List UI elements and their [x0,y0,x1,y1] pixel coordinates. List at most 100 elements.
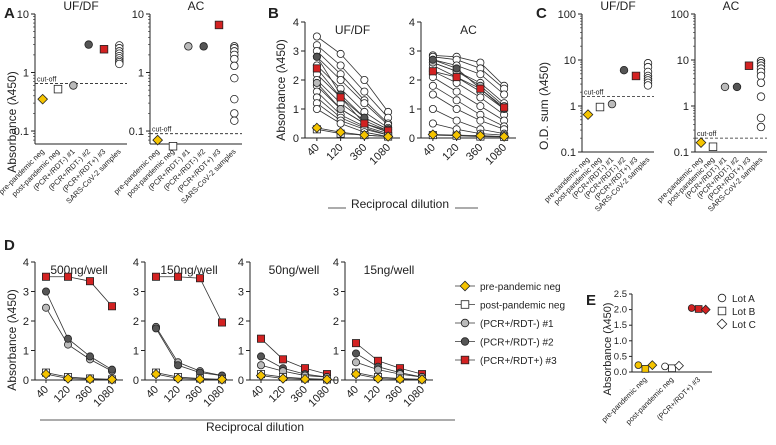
panel-b-ufdf-point [336,93,345,102]
panel-d-sub4-series-line [355,342,423,375]
panel-b-ufdf-series-line [316,68,389,132]
panel-d-sub3-ytick-label: 3 [238,287,244,299]
panel-b-ufdf-point [312,105,321,114]
panel-d-sub3-point [255,370,267,381]
panel-b-ufdf-xtick-label: 360 [348,142,369,163]
panel-c-ufdf-ytick-label: 0.1 [561,147,576,159]
panel-c-ac-cutoff-label: cut-off [697,131,716,138]
panel-b-ufdf-xtick-label: 40 [305,142,322,159]
panel-c-ufdf-title: UF/DF [600,0,635,13]
panel-d-sub4-point [394,373,406,385]
panel-a-ufdf-point [84,40,93,49]
panel-d-sub2-point [173,272,182,281]
panel-d-sub3-series-line [260,364,328,378]
panel-e-point [641,365,650,373]
panel-d-sub4-point [373,365,382,374]
panel-a-ac-point [230,73,239,83]
panel-b-ufdf-title: UF/DF [335,23,370,37]
panel-d-sub4-point [351,349,360,358]
panel-d-sub3-series-line [260,375,328,380]
legend-label: post-pandemic neg [480,301,565,312]
panel-b-ufdf-series-line [316,79,389,132]
panel-b-ac-series-line [432,85,505,127]
panel-d-sub4-ytick-label: 3 [333,287,339,299]
panel-d-sub4-ytick-label: 0 [333,375,339,387]
legend-label: (PCR+/RDT-) #1 [480,319,554,330]
panel-b-ac-point [452,105,461,114]
panel-b-ufdf-series-line [316,108,389,137]
panel-d-sub1-point [86,277,95,286]
panel-d-sub2-ytick-label: 1 [133,346,139,358]
panel-b-ac-point [428,55,437,64]
panel-b-ac-point [428,90,437,99]
panel-d-sub1-point [42,303,51,312]
panel-d-sub2-ytick-label: 3 [133,287,139,299]
panel-a-ac-point [199,42,208,51]
panel-e-ytick-label: 0.0 [614,367,627,378]
panel-b-ac-point [428,81,437,90]
panel-a-ufdf-point [115,59,124,69]
panel-b-ufdf-ytick-label: 2 [293,75,299,87]
panel-b-ac-point [498,131,510,142]
panel-a-ac-point [230,94,239,104]
panel-b-xlabel: Reciprocal dilution [351,197,449,211]
panel-a-ac-point [168,142,178,151]
panel-e-legend-label: Lot C [732,320,756,331]
panel-c-ac-title: AC [723,0,740,13]
panel-d-sub3-ytick-label: 4 [238,257,244,269]
panel-e-ylabel: Absorbance (λ450) [602,303,614,396]
panel-d-sub1-point [42,287,51,296]
legend-label: pre-pandemic neg [480,282,561,293]
panel-d-sub4-series-line [355,353,423,378]
panel-d-sub2-point [216,374,228,385]
panel-b-ufdf-series-line [316,127,389,137]
panel-d-sub1-ytick-label: 3 [23,287,29,299]
panel-d-sub4-series-line [355,373,423,380]
panel-b-ac-series-line [432,134,505,137]
panel-d-sub3-ytick-label: 2 [238,316,244,328]
panel-d-sub1-title: 500ng/well [50,263,107,277]
legend-marker [460,337,470,346]
panel-b-ac-series-line [432,70,505,108]
panel-c-ac-point [756,78,766,87]
panel-b-ufdf-series-line [316,50,389,124]
panel-b-ac-xtick-label: 40 [421,142,438,159]
panel-a-ac-point [230,116,239,125]
panel-d-ylabel: Absorbance (λ450) [5,289,19,390]
panel-a-ac-point [214,20,224,30]
panel-b-ufdf-point [312,32,321,41]
panel-d-sub2-series-line [155,326,223,376]
panel-d-sub2-series-line [155,373,223,380]
panel-d-sub4-point [351,339,360,348]
panel-b-ac-series-line [432,70,505,116]
panel-c-ylabel: O.D. sum (λ450) [537,62,551,150]
panel-b-ac-point [452,73,461,82]
panel-d-sub4-point [351,358,360,367]
panel-b-ufdf-point [336,76,345,85]
panel-a-ac-ytick-label: 10 [132,9,144,21]
panel-b-ufdf-series-line [316,44,389,118]
panel-d-sub3-series-line [260,338,328,375]
panel-a-ac-cutoff-label: cut-off [152,127,171,134]
panel-c-ufdf-point [582,109,594,120]
panel-d-sub1-point [86,352,95,361]
panel-d-sub1-point [84,373,96,385]
panel-e-point [647,360,658,371]
panel-b-ac-point [452,116,461,125]
panel-c-ufdf-ytick-label: 100 [558,9,576,21]
panel-d-sub2-point [151,324,160,333]
panel-d-sub3-point [256,352,265,361]
panel-c-ac-point [756,113,766,123]
panel-d-sub3-point [256,361,265,370]
panel-d-sub3-point [321,374,333,385]
panel-c-ufdf-point [619,66,629,75]
panel-d-sub3-title: 50ng/well [269,263,320,277]
panel-b-ufdf-xtick-label: 1080 [367,142,393,168]
panel-b-ac-ytick-label: 0 [409,133,415,145]
panel-b-ac-title: AC [460,23,477,37]
panel-d-sub2-series-line [155,328,223,376]
panel-b-ufdf-xtick-label: 120 [324,142,345,163]
panel-b-ac-point [427,129,439,140]
panel-b-ufdf-ytick-label: 4 [293,17,299,29]
panel-a-ufdf-ytick-label: 0.1 [14,126,29,138]
